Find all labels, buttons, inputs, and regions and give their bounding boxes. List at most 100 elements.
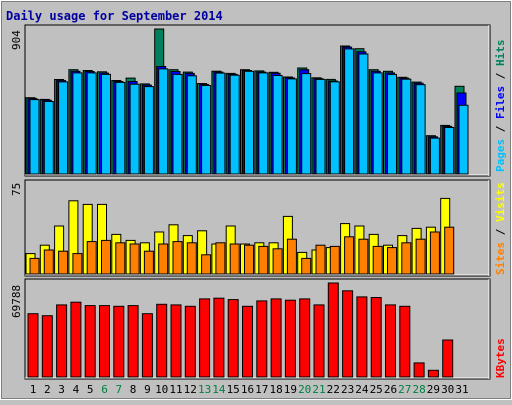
x-label-day-4: 4 [73, 383, 80, 396]
kbytes-bar-day-11 [170, 304, 182, 378]
kbytes-bar-day-25 [370, 297, 382, 378]
legend-top: Pages / Files / Hits [494, 40, 507, 173]
x-label-day-30: 30 [441, 383, 454, 396]
x-label-day-31: 31 [455, 383, 468, 396]
kbytes-bar-day-13 [199, 298, 211, 378]
sites-bar-day-10 [158, 243, 169, 275]
pages-bar-day-18 [272, 75, 283, 175]
legend-mid: Sites / Visits [494, 182, 507, 275]
pages-bar-day-3 [58, 81, 69, 175]
pages-bar-day-31 [458, 104, 469, 175]
x-label-day-9: 9 [144, 383, 151, 396]
pages-bar-day-4 [72, 72, 83, 175]
x-label-day-2: 2 [44, 383, 51, 396]
legend-files: Files [494, 86, 507, 119]
kbytes-bar-day-4 [70, 301, 82, 378]
kbytes-bar-day-23 [342, 290, 354, 378]
x-label-day-21: 21 [312, 383, 325, 396]
x-label-day-6: 6 [101, 383, 108, 396]
x-label-day-23: 23 [341, 383, 354, 396]
sites-bar-day-19 [286, 238, 297, 275]
sites-bar-day-18 [272, 248, 283, 275]
x-label-day-28: 28 [412, 383, 425, 396]
kbytes-bar-day-30 [442, 339, 454, 378]
ymax-label-bot: 69788 [10, 285, 23, 318]
kbytes-bar-day-2 [41, 315, 53, 378]
x-label-day-14: 14 [212, 383, 226, 396]
sites-bar-day-7 [115, 242, 126, 275]
kbytes-bar-day-20 [299, 298, 311, 378]
sites-bar-day-16 [244, 244, 254, 275]
pages-bar-day-14 [215, 72, 226, 175]
sites-bar-day-25 [372, 245, 383, 275]
sites-bar-day-12 [186, 242, 197, 275]
sites-bar-day-13 [201, 254, 212, 275]
svg-text:Sites / Visits: Sites / Visits [494, 182, 507, 275]
pages-bar-day-21 [315, 78, 326, 175]
pages-bar-day-9 [143, 86, 154, 175]
legend-sep-1: / [494, 119, 507, 139]
kbytes-bar-day-17 [256, 300, 268, 378]
kbytes-bar-day-27 [399, 305, 411, 378]
x-label-day-19: 19 [284, 383, 297, 396]
chart-title: Daily usage for September 2014 [6, 9, 223, 23]
pages-bar-day-6 [101, 73, 111, 175]
legend-visits: Visits [494, 182, 507, 222]
outer-frame-dark [1, 1, 511, 399]
pages-bar-day-23 [344, 48, 355, 175]
x-label-day-25: 25 [370, 383, 383, 396]
pages-bar-day-12 [186, 75, 197, 175]
kbytes-bar-day-19 [284, 299, 296, 378]
sites-bar-day-4 [72, 253, 83, 275]
pages-bar-day-17 [258, 72, 269, 175]
x-label-day-17: 17 [255, 383, 268, 396]
sites-bar-day-6 [101, 239, 111, 275]
x-label-day-3: 3 [58, 383, 65, 396]
sites-bar-day-1 [29, 257, 40, 275]
pages-bar-day-16 [244, 70, 254, 175]
kbytes-bar-day-26 [385, 304, 396, 378]
pages-bar-day-11 [172, 73, 183, 175]
sites-bar-day-29 [429, 231, 440, 275]
pages-bar-day-30 [444, 127, 455, 175]
sites-bar-day-23 [344, 236, 355, 275]
x-label-day-27: 27 [398, 383, 411, 396]
kbytes-bar-day-10 [156, 303, 168, 378]
pages-bar-day-29 [429, 137, 440, 175]
x-label-day-8: 8 [130, 383, 137, 396]
kbytes-bar-day-29 [427, 369, 439, 378]
sites-bar-day-8 [129, 243, 140, 275]
kbytes-bar-day-8 [127, 305, 139, 378]
x-label-day-15: 15 [227, 383, 240, 396]
pages-bar-day-19 [286, 78, 297, 175]
x-label-day-18: 18 [269, 383, 282, 396]
pages-bar-day-20 [301, 73, 312, 175]
pages-bar-day-27 [401, 78, 412, 175]
legend-pages: Pages [494, 139, 507, 172]
legend-hits: Hits [494, 40, 507, 67]
kbytes-bar-day-7 [113, 305, 125, 378]
sites-bar-day-11 [172, 241, 183, 275]
sites-bar-day-17 [258, 245, 269, 275]
kbytes-bar-day-1 [27, 313, 39, 378]
pages-bar-day-8 [129, 83, 140, 175]
pages-bar-day-24 [358, 53, 369, 175]
x-label-day-7: 7 [115, 383, 122, 396]
sites-bar-day-5 [86, 241, 97, 275]
x-label-day-24: 24 [355, 383, 369, 396]
pages-bar-day-10 [158, 68, 169, 175]
pages-bar-day-25 [372, 72, 383, 175]
legend-sep-2: / [494, 66, 507, 86]
sites-bar-day-21 [315, 244, 326, 275]
x-label-day-16: 16 [241, 383, 254, 396]
kbytes-bar-day-3 [56, 304, 68, 378]
pages-bar-day-5 [86, 72, 97, 175]
x-label-day-26: 26 [384, 383, 397, 396]
sites-bar-day-30 [444, 226, 455, 275]
ymax-label-mid: 75 [10, 183, 23, 196]
kbytes-bar-day-6 [99, 305, 110, 378]
kbytes-bar-day-24 [356, 296, 368, 378]
x-label-day-20: 20 [298, 383, 311, 396]
